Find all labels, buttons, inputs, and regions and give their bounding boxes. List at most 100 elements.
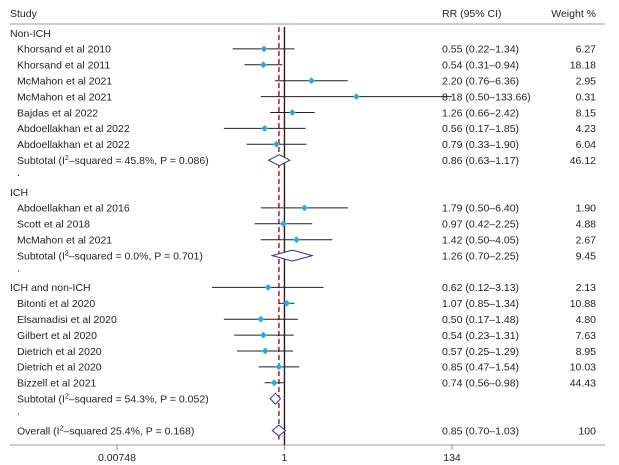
- ci-text: 2.20 (0.76–6.36): [442, 76, 519, 88]
- row-study: Abdoellakhan et al 2022 0.56 (0.17–1.85) 4…: [17, 123, 596, 135]
- study-label: Scott et al 2018: [17, 219, 90, 231]
- label-superscript: 2: [65, 250, 69, 257]
- ci-text: 0.54 (0.23–1.31): [442, 330, 519, 342]
- row-study: Khorsand et al 2011 0.54 (0.31–0.94) 18.18: [17, 60, 596, 72]
- header-rr: RR (95% CI): [442, 8, 502, 20]
- ci-text: 1.42 (0.50–4.05): [442, 235, 519, 247]
- point-estimate: [261, 347, 269, 355]
- point-estimate: [275, 363, 283, 371]
- study-label: McMahon et al 2021: [17, 91, 112, 103]
- weight-text: 8.95: [576, 346, 597, 358]
- ci-text: 1.26 (0.70–2.25): [442, 250, 519, 262]
- weight-text: 6.27: [576, 44, 597, 56]
- study-label: Khorsand et al 2011: [17, 60, 110, 72]
- row-dot: .: [17, 262, 20, 274]
- point-estimate: [272, 140, 280, 148]
- row-group: ICH and non-ICH 0.62 (0.12–3.13) 2.13: [10, 282, 596, 294]
- ci-text: 1.26 (0.66–2.42): [442, 107, 519, 119]
- row-study: Abdoellakhan et al 2016 1.79 (0.50–6.40) 1…: [17, 203, 596, 215]
- ci-text: 0.74 (0.56–0.98): [442, 378, 519, 390]
- point-estimate: [308, 77, 315, 85]
- row-subtotal: Subtotal (I2–squared = 45.8%, P = 0.086)…: [17, 154, 596, 167]
- header-study: Study: [10, 8, 38, 20]
- row-group: ICH: [10, 187, 28, 199]
- weight-text: 4.88: [576, 219, 597, 231]
- ci-text: 0.54 (0.31–0.94): [442, 60, 519, 72]
- row-study: Abdoellakhan et al 2022 0.79 (0.33–1.90) 6…: [17, 139, 596, 151]
- study-label: Bitonti et al 2020: [17, 298, 95, 310]
- point-estimate: [257, 315, 265, 323]
- weight-text: 7.63: [576, 330, 597, 342]
- point-estimate: [283, 299, 291, 307]
- label-part: –squared = 45.8%, P = 0.086): [69, 155, 209, 167]
- row-study: McMahon et al 2021 8.18 (0.50–133.66) 0.31: [17, 91, 596, 103]
- point-estimate: [270, 379, 278, 387]
- point-estimate: [259, 331, 267, 339]
- x-tick-label: 1: [282, 452, 288, 464]
- label-part: –squared = 54.3%, P = 0.052): [69, 394, 209, 406]
- study-label: Abdoellakhan et al 2022: [17, 139, 130, 151]
- label-part: Subtotal (I: [17, 394, 65, 406]
- point-estimate: [352, 93, 360, 100]
- group-label: ICH and non-ICH: [10, 282, 91, 294]
- point-estimate: [293, 236, 300, 244]
- study-label: Abdoellakhan et al 2016: [17, 203, 130, 215]
- weight-text: 2.67: [576, 235, 597, 247]
- row-subtotal: Subtotal (I2–squared = 0.0%, P = 0.701) 1…: [17, 249, 596, 262]
- pooled-diamond: [267, 154, 291, 167]
- study-label: Bajdas et al 2022: [17, 107, 98, 119]
- row-study: Gilbert et al 2020 0.54 (0.23–1.31) 7.63: [17, 330, 596, 342]
- group-label: ICH: [10, 187, 28, 199]
- row-study: Dietrich et al 2020 0.85 (0.47–1.54) 10.03: [17, 362, 596, 374]
- subtotal-label: Subtotal (I2–squared = 45.8%, P = 0.086): [17, 155, 209, 167]
- label-superscript: 2: [65, 155, 69, 162]
- ci-text: 0.56 (0.17–1.85): [442, 123, 519, 135]
- label-part: –squared = 0.0%, P = 0.701): [69, 250, 203, 262]
- study-label: Elsamadisi et al 2020: [17, 314, 117, 326]
- subtotal-label: Subtotal (I2–squared = 54.3%, P = 0.052): [17, 394, 209, 406]
- ci-text: 0.50 (0.17–1.48): [442, 314, 519, 326]
- point-estimate: [260, 45, 268, 53]
- study-label: Gilbert et al 2020: [17, 330, 97, 342]
- header-weight: Weight %: [551, 8, 596, 20]
- study-label: Dietrich et al 2020: [17, 346, 102, 358]
- plot-rows: Non-ICH Khorsand et al 2010 0.55 (0.22–1.3…: [10, 28, 597, 437]
- study-label: Dietrich et al 2020: [17, 362, 102, 374]
- weight-text: 100: [578, 425, 596, 437]
- label-superscript: 2: [60, 425, 64, 432]
- study-label: Bizzell et al 2021: [17, 378, 97, 390]
- separator-dot: .: [17, 405, 20, 417]
- label-superscript: 2: [65, 394, 69, 401]
- ci-text: 0.85 (0.70–1.03): [442, 425, 519, 437]
- group-label: Non-ICH: [10, 28, 51, 40]
- weight-text: 10.03: [570, 362, 596, 374]
- pooled-diamond: [271, 424, 287, 437]
- weight-text: 4.80: [576, 314, 597, 326]
- row-study: Bizzell et al 2021 0.74 (0.56–0.98) 44.43: [17, 378, 596, 390]
- label-part: Subtotal (I: [17, 155, 65, 167]
- weight-text: 0.31: [576, 91, 597, 103]
- label-part: Overall (I: [17, 425, 60, 437]
- weight-text: 1.90: [576, 203, 597, 215]
- row-group: Non-ICH: [10, 28, 51, 40]
- weight-text: 8.15: [576, 107, 597, 119]
- label-part: –squared 25.4%, P = 0.168): [64, 425, 195, 437]
- ci-text: 0.86 (0.63–1.17): [442, 155, 519, 167]
- point-estimate: [261, 125, 269, 132]
- study-label: Abdoellakhan et al 2022: [17, 123, 130, 135]
- point-estimate: [280, 220, 287, 228]
- study-label: Khorsand et al 2010: [17, 44, 111, 56]
- weight-text: 44.43: [570, 378, 596, 390]
- x-tick-label: 134: [443, 452, 461, 464]
- row-study: Dietrich et al 2020 0.57 (0.25–1.29) 8.95: [17, 346, 596, 358]
- point-estimate: [288, 109, 296, 116]
- row-study: Bitonti et al 2020 1.07 (0.85–1.34) 10.88: [17, 298, 596, 310]
- ci-text: 0.62 (0.12–3.13): [442, 282, 519, 294]
- weight-text: 4.23: [576, 123, 597, 135]
- x-axis-ticks: 0.00748 1 134: [98, 445, 461, 464]
- overall-label: Overall (I2–squared 25.4%, P = 0.168): [17, 425, 194, 437]
- x-tick-label: 0.00748: [98, 452, 136, 464]
- point-estimate: [259, 61, 267, 69]
- label-part: Subtotal (I: [17, 250, 65, 262]
